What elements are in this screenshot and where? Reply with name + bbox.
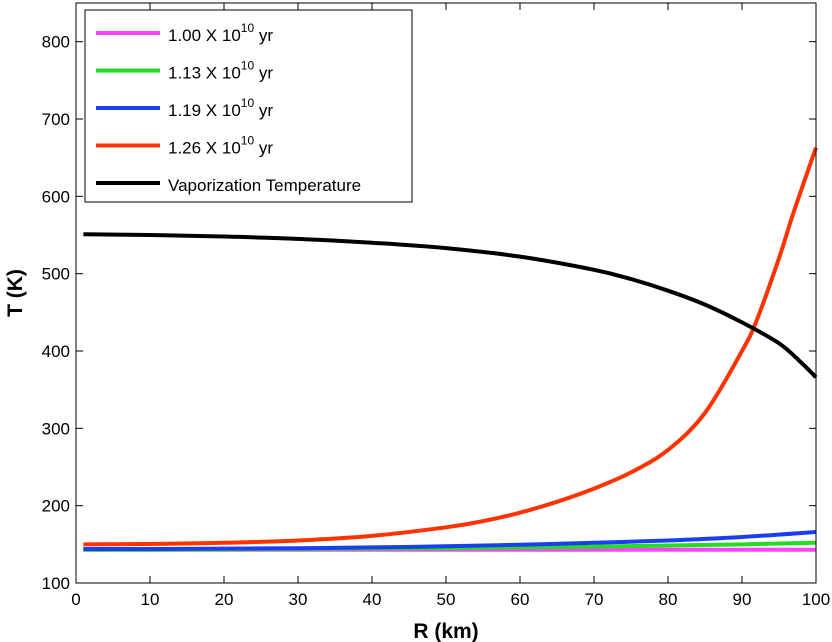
series-line-3: [83, 529, 817, 552]
x-tick-label: 10: [141, 590, 160, 609]
x-tick-label: 70: [585, 590, 604, 609]
x-tick-label: 60: [511, 590, 530, 609]
y-tick-label: 100: [42, 574, 70, 593]
y-tick-label: 300: [42, 419, 70, 438]
legend-label-5: Vaporization Temperature: [168, 176, 361, 195]
series-line-4: [83, 146, 818, 547]
legend-label-4: 1.26 X 1010 yr: [168, 134, 273, 158]
x-tick-label: 80: [659, 590, 678, 609]
y-tick-label: 600: [42, 187, 70, 206]
legend-label-3: 1.19 X 1010 yr: [168, 96, 273, 120]
y-axis-title: T (K): [4, 269, 27, 317]
x-tick-label: 100: [802, 590, 830, 609]
x-tick-label: 0: [71, 590, 80, 609]
ticks-layer: 0 10 20 30 40 50 60 70 80 90 100 100 200 300 400 500 600…: [42, 3, 830, 609]
y-tick-label: 700: [42, 110, 70, 129]
y-tick-label: 400: [42, 342, 70, 361]
x-tick-label: 50: [437, 590, 456, 609]
x-axis-title: R (km): [413, 620, 478, 642]
x-tick-label: 20: [215, 590, 234, 609]
y-tick-label: 200: [42, 497, 70, 516]
series-line-5: [83, 232, 818, 379]
legend: 1.00 X 1010 yr 1.13 X 1010 yr 1.19 X 1010 …: [84, 9, 413, 203]
y-tick-label: 500: [42, 265, 70, 284]
x-tick-label: 40: [363, 590, 382, 609]
x-tick-label: 30: [289, 590, 308, 609]
y-tick-label: 800: [42, 33, 70, 52]
series-layer: [83, 146, 818, 552]
legend-label-1: 1.00 X 1010 yr: [168, 21, 273, 45]
x-tick-label: 90: [733, 590, 752, 609]
legend-label-2: 1.13 X 1010 yr: [168, 59, 273, 83]
